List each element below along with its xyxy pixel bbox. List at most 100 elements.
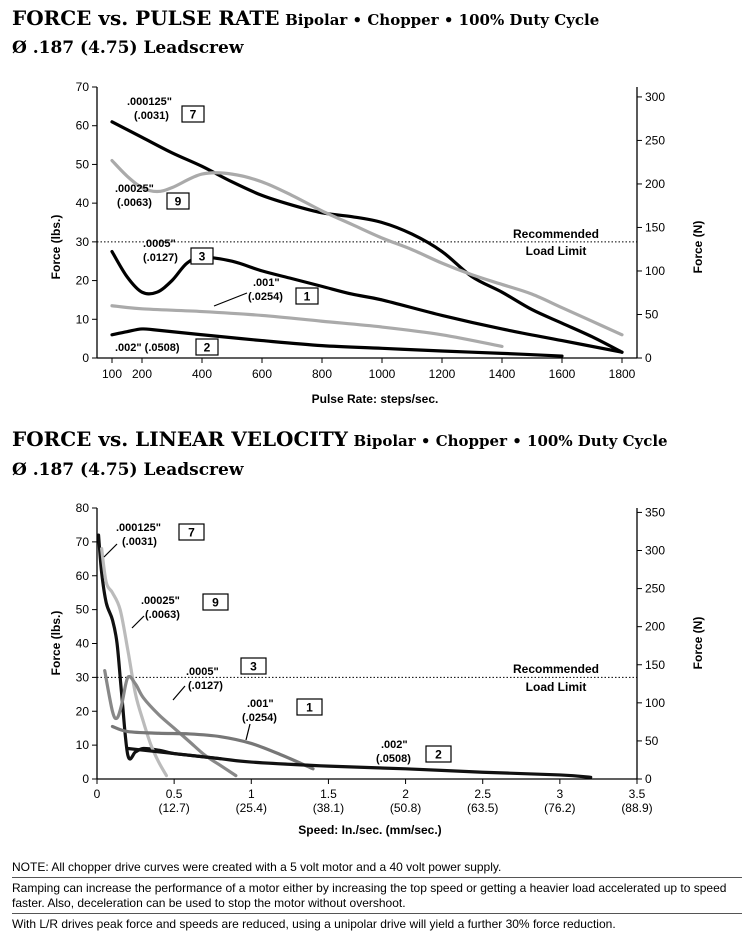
series-1-line: [110, 304, 504, 348]
label2-3-arrow: [172, 685, 186, 701]
x-tick-label: 3: [557, 787, 564, 801]
x-tick-sublabel: (50.8): [390, 801, 421, 815]
chart1-xlabel: Pulse Rate: steps/sec.: [312, 392, 439, 406]
note-3: With L/R drives peak force and speeds ar…: [12, 913, 742, 934]
y2-tick-label: 250: [645, 133, 665, 147]
x-tick-sublabel: (25.4): [236, 801, 267, 815]
label2-1-box: [296, 698, 323, 716]
ref2-label-line1: Recommended: [513, 662, 599, 676]
y2-tick-label: 300: [645, 90, 665, 104]
label-2-id: 2: [204, 341, 211, 355]
label2-9-line1: .00025": [141, 595, 180, 607]
y2-tick-label: 100: [645, 696, 665, 710]
y2-tick-label: 100: [645, 264, 665, 278]
x-tick-sublabel: (88.9): [621, 801, 652, 815]
x-tick-label: 100: [102, 367, 122, 381]
series-3-line: [103, 669, 238, 778]
y-tick-label: 50: [76, 603, 90, 617]
y2-tick-label: 150: [645, 658, 665, 672]
label2-7-line1: .000125": [116, 522, 161, 534]
note-2: Ramping can increase the performance of …: [12, 877, 742, 913]
chart1-title-main: FORCE vs. PULSE RATE: [12, 6, 280, 30]
x-tick-label: 600: [252, 367, 272, 381]
y-tick-label: 60: [76, 569, 90, 583]
y2-tick-label: 350: [645, 505, 665, 519]
y-tick-label: 0: [82, 351, 89, 365]
label-7-id: 7: [190, 108, 197, 122]
label-7-line2: (.0031): [134, 110, 169, 122]
label-3-line1: .0005": [143, 238, 176, 250]
chart2-series-labels: .000125" (.0031) 7 .00025" (.0063) 9 .00…: [103, 522, 452, 765]
x-tick-label: 1600: [549, 367, 576, 381]
ref-label-line2: Load Limit: [526, 244, 587, 258]
y-tick-label: 10: [76, 312, 90, 326]
chart1-series-labels: .000125" (.0031) 7 .00025" (.0063) 9 .00…: [115, 96, 319, 356]
y2-tick-label: 300: [645, 544, 665, 558]
label-7-box: [181, 105, 205, 123]
y-tick-label: 60: [76, 119, 90, 133]
series-9-line: [110, 158, 624, 337]
x-tick-label: 1200: [429, 367, 456, 381]
x-tick-label: 800: [312, 367, 332, 381]
chart2-title: FORCE vs. LINEAR VELOCITY Bipolar • Chop…: [12, 427, 668, 451]
label2-3-id: 3: [250, 660, 257, 674]
y-tick-label: 40: [76, 196, 90, 210]
label2-7-box: [178, 523, 205, 541]
force-vs-linear-velocity-chart: 0 10 20 30 40 50 60 70 80 0 50 100 150 200 250 300 350 0 0…: [49, 501, 705, 837]
chart1-subtitle: Ø .187 (4.75) Leadscrew: [12, 38, 244, 58]
x-tick-label: 1000: [369, 367, 396, 381]
y2-tick-label: 250: [645, 582, 665, 596]
y-tick-label: 70: [76, 80, 90, 94]
chart2-subtitle: Ø .187 (4.75) Leadscrew: [12, 460, 244, 480]
y2-tick-label: 50: [645, 307, 659, 321]
y-tick-label: 80: [76, 501, 90, 515]
label2-9-arrow: [131, 615, 145, 629]
y-tick-label: 0: [82, 772, 89, 786]
chart1-reference-label: Recommended Load Limit: [513, 227, 599, 258]
label-9-line2: (.0063): [117, 197, 152, 209]
label-1-box: [295, 287, 319, 305]
y2-tick-label: 0: [645, 772, 652, 786]
x-tick-label: 1400: [489, 367, 516, 381]
chart1-title: FORCE vs. PULSE RATE Bipolar • Chopper •…: [12, 6, 599, 30]
x-tick-label: 2.5: [474, 787, 491, 801]
y-tick-label: 20: [76, 274, 90, 288]
label2-7-id: 7: [188, 526, 195, 540]
y-tick-label: 10: [76, 738, 90, 752]
label-1-id: 1: [304, 290, 311, 304]
x-tick-label: 1.5: [320, 787, 337, 801]
label2-2-id: 2: [435, 748, 442, 762]
label2-3-line1: .0005": [186, 666, 219, 678]
series-2-line: [110, 327, 564, 358]
label2-9-box: [202, 593, 229, 611]
x-tick-sublabel: (76.2): [544, 801, 575, 815]
chart2-reference-label: Recommended Load Limit: [513, 662, 599, 694]
chart1-y2label: Force (N): [691, 221, 705, 274]
y2-tick-label: 200: [645, 177, 665, 191]
y2-tick-label: 150: [645, 220, 665, 234]
label2-7-line2: (.0031): [122, 536, 157, 548]
series-2-line: [126, 746, 593, 779]
y2-tick-label: 0: [645, 351, 652, 365]
y-tick-label: 50: [76, 157, 90, 171]
y-tick-label: 20: [76, 704, 90, 718]
y2-tick-label: 200: [645, 620, 665, 634]
label2-3-box: [240, 657, 267, 675]
label-3-id: 3: [199, 250, 206, 264]
label-9-box: [166, 192, 190, 210]
series-9-line: [100, 547, 169, 778]
x-tick-label: 0.5: [166, 787, 183, 801]
label2-2-box: [425, 745, 452, 763]
chart2-title-main: FORCE vs. LINEAR VELOCITY: [12, 427, 348, 451]
note-1: NOTE: All chopper drive curves were crea…: [12, 860, 502, 874]
series-7-line: [110, 120, 624, 354]
label-9-line1: .00025": [115, 183, 154, 195]
chart2-title-sub: Bipolar • Chopper • 100% Duty Cycle: [353, 432, 668, 450]
chart1-title-sub: Bipolar • Chopper • 100% Duty Cycle: [285, 11, 600, 29]
label-2-box: [195, 338, 219, 356]
label2-2-line1: .002": [381, 739, 408, 751]
chart2-xlabel: Speed: In./sec. (mm/sec.): [298, 823, 441, 837]
label2-1-arrow: [245, 723, 251, 741]
ref-label-line1: Recommended: [513, 227, 599, 241]
x-tick-sublabel: (38.1): [313, 801, 344, 815]
